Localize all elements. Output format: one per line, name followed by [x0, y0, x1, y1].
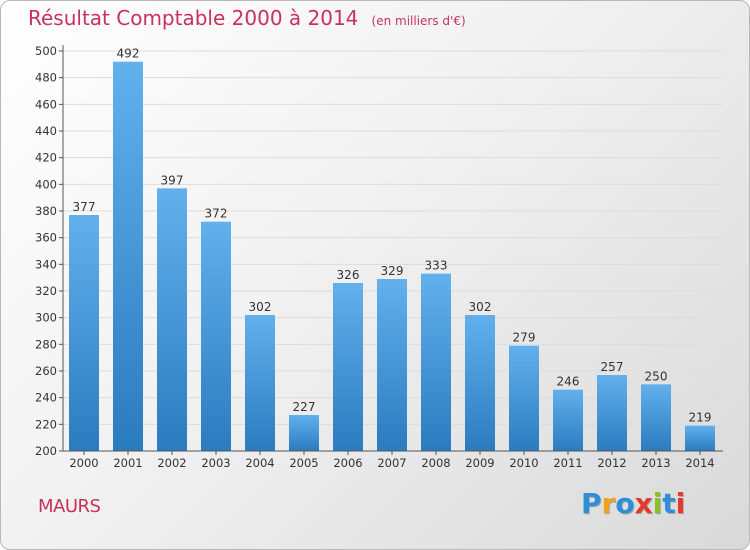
- bars: [69, 61, 715, 452]
- bar-2004: [245, 315, 275, 451]
- bar-value-label: 377: [73, 200, 96, 214]
- bar-2006: [333, 283, 363, 451]
- x-tick-label: 2011: [553, 456, 582, 470]
- x-tick-label: 2010: [509, 456, 538, 470]
- bar-2003: [201, 221, 231, 451]
- axes: [62, 45, 723, 452]
- x-tick-label: 2003: [201, 456, 230, 470]
- logo-letter: P: [581, 487, 602, 520]
- bar-value-label: 227: [293, 400, 316, 414]
- bar-2013: [641, 384, 671, 451]
- bar-value-label: 492: [117, 47, 140, 61]
- x-tick-label: 2004: [245, 456, 274, 470]
- bar-2014: [685, 425, 715, 451]
- bar-value-label: 302: [249, 300, 272, 314]
- y-tick-label: 200: [35, 444, 57, 458]
- logo-letter: t: [662, 487, 676, 520]
- x-tick-label: 2000: [69, 456, 98, 470]
- y-tick-label: 360: [35, 231, 57, 245]
- x-tick-label: 2008: [421, 456, 450, 470]
- bar-2005: [289, 415, 319, 451]
- bar-2012: [597, 375, 627, 451]
- y-tick-label: 260: [35, 364, 57, 378]
- logo-letter: r: [601, 487, 616, 520]
- logo-letter: i: [652, 487, 663, 520]
- y-axis-ticks: 200 220 240 260 280 300 320 340 360 380 400 420 440 4…: [35, 44, 63, 458]
- bar-2008: [421, 273, 451, 451]
- x-tick-label: 2009: [465, 456, 494, 470]
- bar-2002: [157, 188, 187, 452]
- x-tick-label: 2005: [289, 456, 318, 470]
- bar-2001: [113, 61, 143, 452]
- chart-subtitle: (en milliers d'€): [371, 14, 466, 28]
- bar-value-label: 397: [161, 173, 184, 187]
- bar-value-label: 250: [645, 369, 668, 383]
- bar-value-label: 279: [513, 331, 536, 345]
- y-tick-label: 380: [35, 204, 57, 218]
- logo-letter: i: [675, 487, 686, 520]
- y-tick-label: 480: [35, 71, 57, 85]
- x-tick-label: 2014: [685, 456, 714, 470]
- bar-value-label: 302: [469, 300, 492, 314]
- city-name: MAURS: [38, 496, 101, 517]
- y-tick-label: 280: [35, 337, 57, 351]
- logo-letter: x: [634, 487, 653, 520]
- chart-title: Résultat Comptable 2000 à 2014: [28, 6, 359, 30]
- bar-value-label: 333: [425, 259, 448, 273]
- bar-2000: [69, 215, 99, 451]
- x-tick-label: 2006: [333, 456, 362, 470]
- bar-2009: [465, 315, 495, 451]
- bar-2010: [509, 345, 539, 451]
- bar-2011: [553, 389, 583, 451]
- y-tick-label: 420: [35, 151, 57, 165]
- bar-value-label: 329: [381, 264, 404, 278]
- proxiti-logo: Proxiti: [581, 487, 685, 520]
- y-tick-label: 320: [35, 284, 57, 298]
- bar-value-label: 257: [601, 360, 624, 374]
- y-tick-label: 400: [35, 177, 57, 191]
- title-line: Résultat Comptable 2000 à 2014 (en milli…: [28, 6, 466, 30]
- bar-value-label: 372: [205, 207, 228, 221]
- logo-letter: o: [615, 487, 635, 520]
- y-tick-label: 240: [35, 391, 57, 405]
- bar-value-label: 326: [337, 268, 360, 282]
- y-tick-label: 300: [35, 311, 57, 325]
- bar-value-label: 219: [689, 411, 712, 425]
- y-tick-label: 500: [35, 44, 57, 58]
- bar-value-label: 246: [557, 375, 580, 389]
- x-tick-label: 2012: [597, 456, 626, 470]
- bar-2007: [377, 279, 407, 451]
- x-tick-label: 2002: [157, 456, 186, 470]
- y-tick-label: 460: [35, 97, 57, 111]
- x-tick-label: 2001: [113, 456, 142, 470]
- x-axis-ticks: 2000 2001 2002 2003 2004 2005 2006 2007 2008 2009…: [69, 451, 715, 470]
- bar-value-labels: 377 492 397 372 302 227 326 329 333 302 279 246 257 2…: [73, 47, 712, 425]
- y-tick-label: 440: [35, 124, 57, 138]
- x-tick-label: 2007: [377, 456, 406, 470]
- y-tick-label: 340: [35, 257, 57, 271]
- x-tick-label: 2013: [641, 456, 670, 470]
- y-tick-label: 220: [35, 417, 57, 431]
